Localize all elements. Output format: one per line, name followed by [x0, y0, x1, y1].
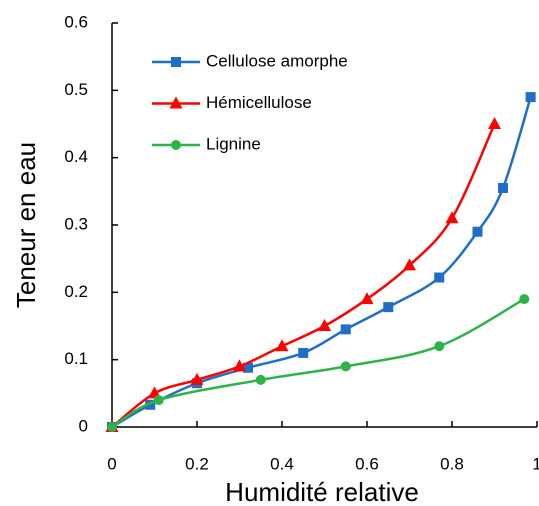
- data-point: [275, 339, 289, 352]
- legend-label: Hémicellulose: [206, 93, 312, 112]
- data-point: [434, 341, 445, 352]
- y-tick-label: 0.3: [64, 214, 88, 233]
- legend-marker: [171, 57, 181, 67]
- data-point: [383, 302, 394, 313]
- data-point: [255, 374, 266, 385]
- y-tick-label: 0.2: [64, 282, 88, 301]
- data-point: [190, 372, 204, 385]
- series-line: [111, 123, 496, 428]
- y-tick-label: 0.4: [64, 147, 88, 166]
- data-point: [107, 422, 117, 432]
- x-tick-label: 0.4: [270, 454, 294, 473]
- data-point: [488, 117, 501, 129]
- legend-marker: [169, 96, 183, 109]
- data-point: [340, 361, 351, 372]
- x-tick-label: 0: [107, 454, 116, 473]
- data-point: [243, 362, 253, 373]
- data-point: [153, 395, 164, 406]
- data-point: [498, 182, 508, 193]
- data-point: [340, 324, 351, 335]
- y-tick-label: 0.1: [64, 349, 88, 368]
- data-point: [519, 294, 530, 305]
- data-point: [360, 292, 374, 305]
- data-point: [233, 359, 246, 372]
- x-tick-label: 1: [532, 454, 539, 473]
- x-tick-label: 0.2: [185, 454, 209, 473]
- legend-marker: [171, 140, 181, 150]
- series-line: [111, 297, 525, 429]
- x-tick-label: 0.8: [440, 454, 464, 473]
- data-point: [298, 347, 309, 358]
- data-point: [445, 211, 459, 224]
- x-tick-label: 0.6: [355, 454, 379, 473]
- data-point: [525, 92, 536, 103]
- data-point: [434, 272, 445, 283]
- x-axis-title: Humidité relative: [225, 477, 419, 506]
- y-axis-title: Teneur en eau: [11, 142, 41, 308]
- y-tick-label: 0.5: [64, 80, 88, 99]
- data-point: [145, 399, 156, 410]
- data-point: [403, 258, 416, 271]
- legend-label: Lignine: [206, 134, 261, 153]
- y-tick-label: 0.6: [64, 12, 88, 31]
- data-point: [472, 226, 483, 237]
- y-tick-label: 0: [79, 416, 88, 435]
- legend-label: Cellulose amorphe: [206, 51, 348, 70]
- data-point: [318, 319, 331, 331]
